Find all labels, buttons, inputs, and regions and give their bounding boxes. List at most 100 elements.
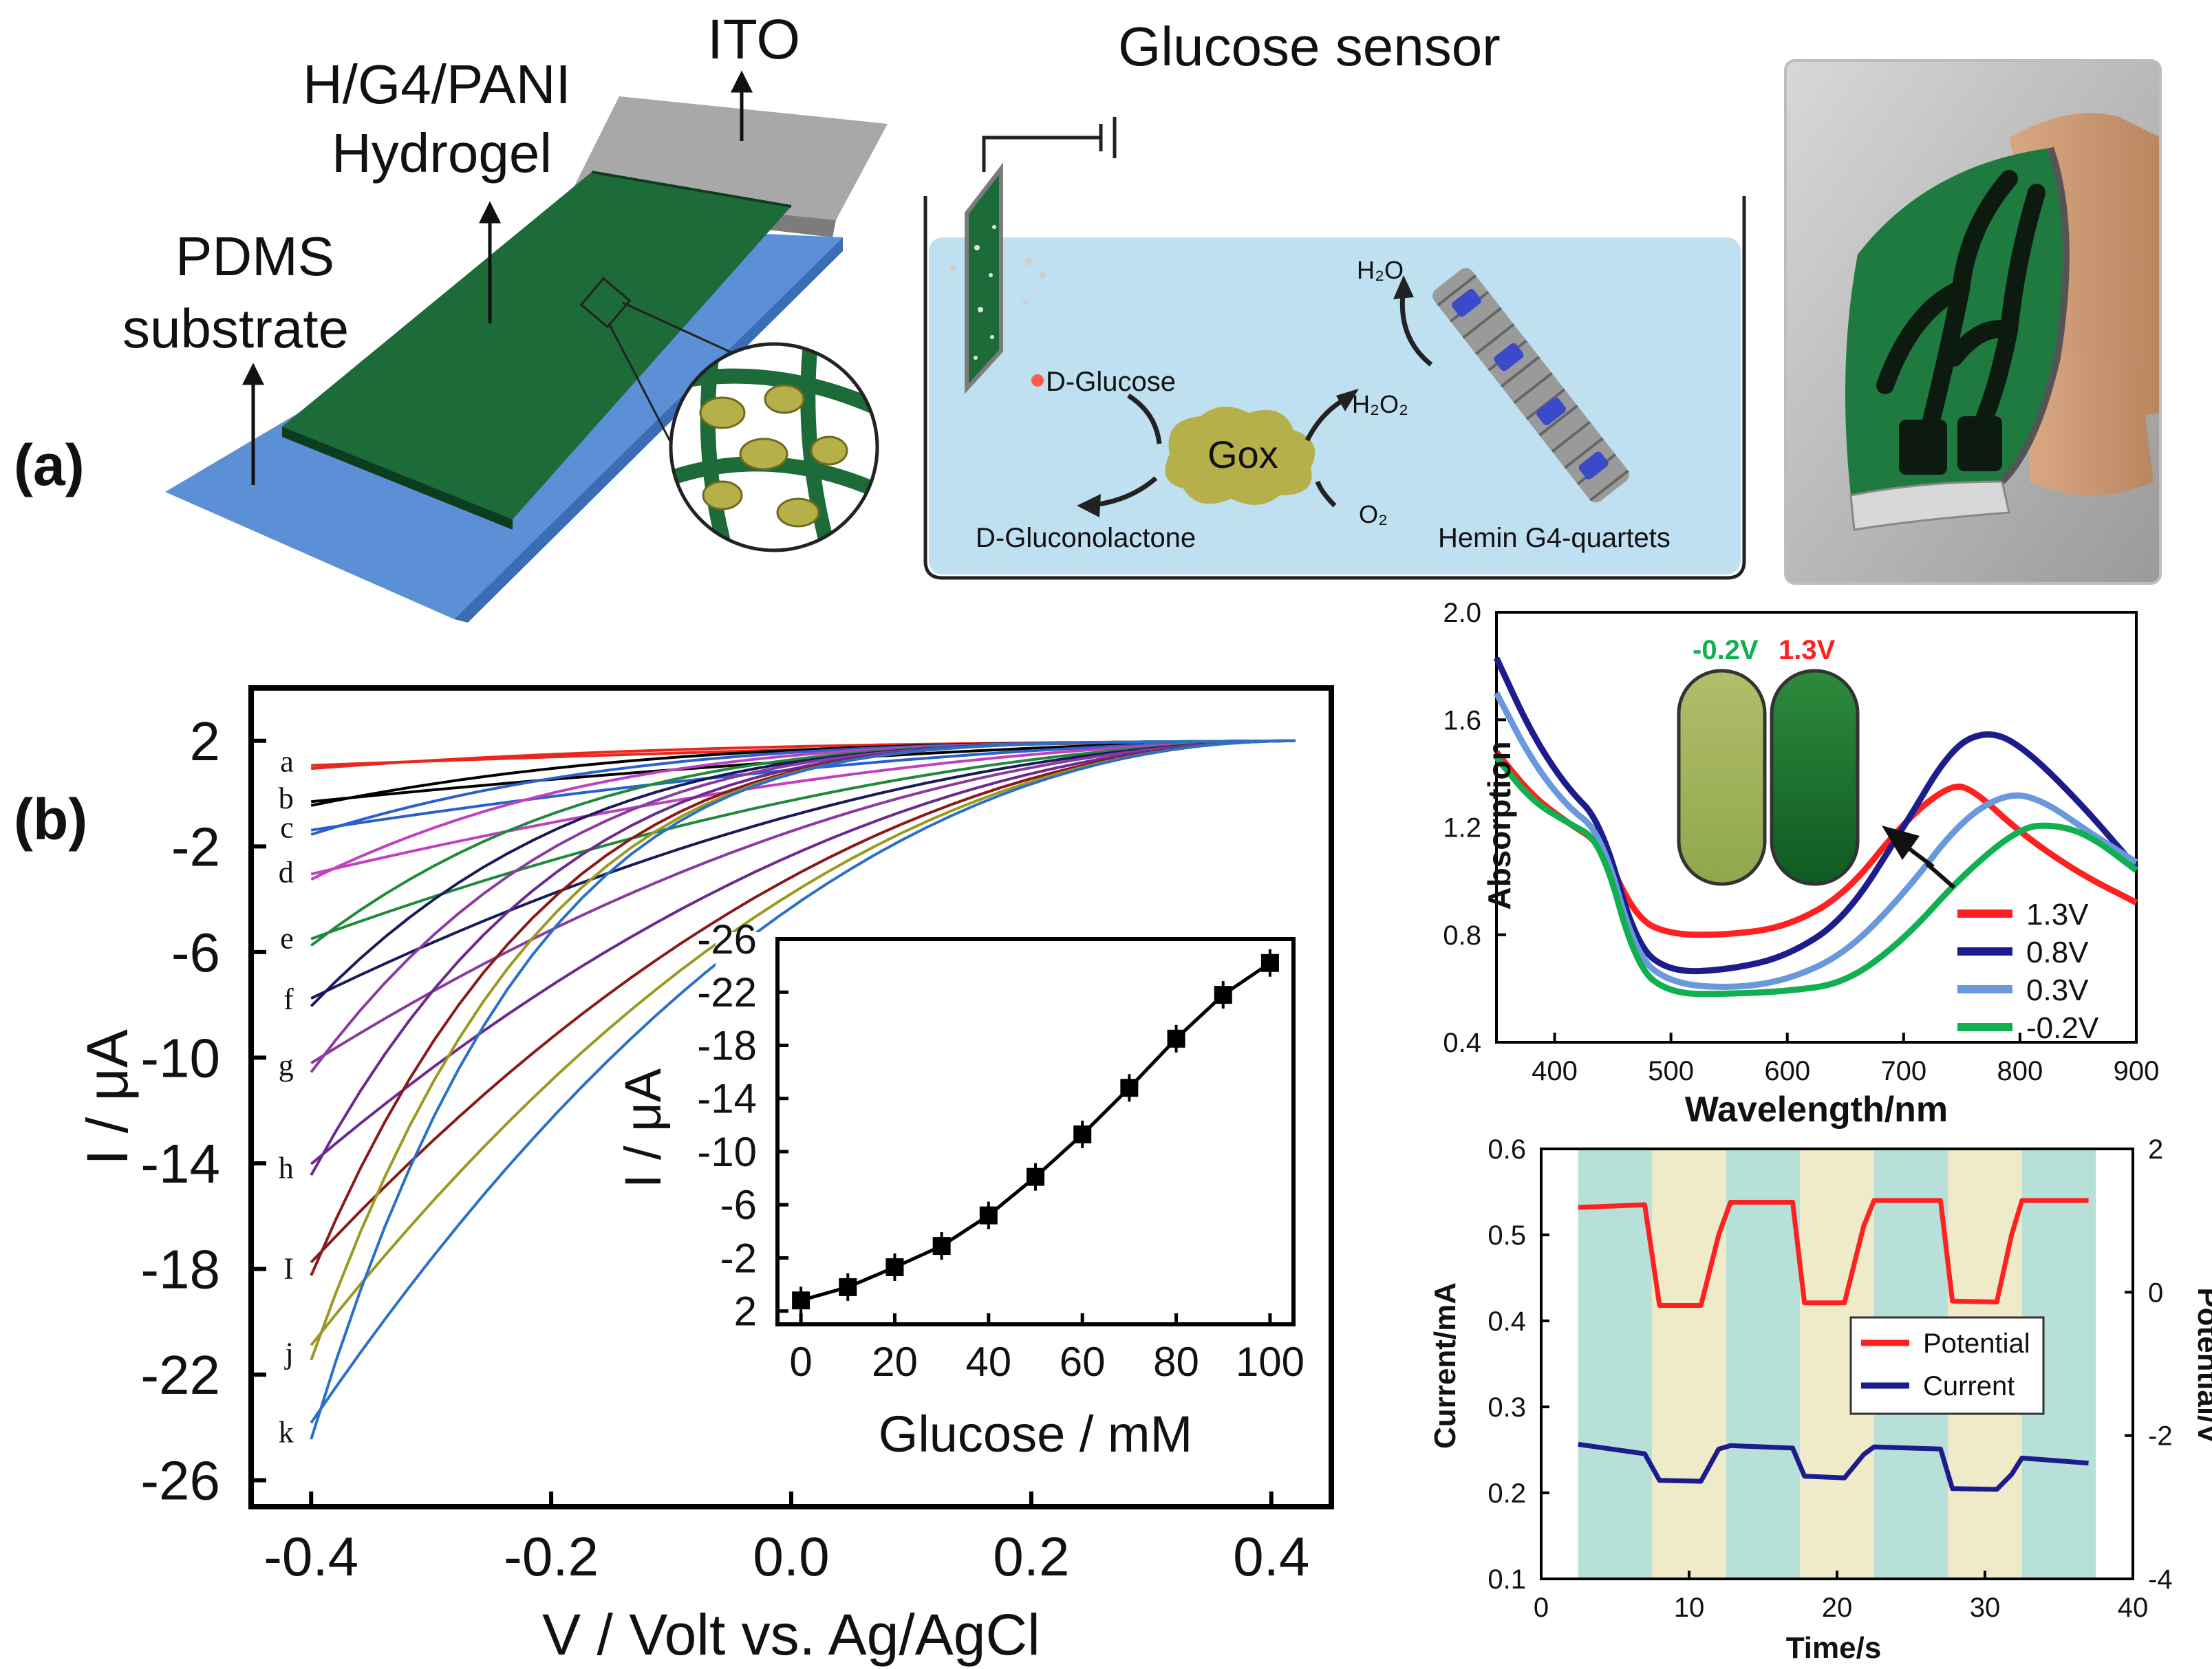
x-tick-label: 400	[1532, 1056, 1578, 1086]
y-tick-label: 0.4	[1443, 1028, 1481, 1058]
y-tick-label: -22	[140, 1344, 220, 1406]
x-tick-label: 80	[1153, 1339, 1199, 1385]
device-schematic: ITO H/G4/PANI Hydrogel PDMS substrate	[122, 8, 888, 623]
y-tick-label: -18	[140, 1239, 220, 1300]
panel-label-b: (b)	[14, 787, 87, 852]
cv-curve-label: k	[279, 1416, 294, 1450]
cv-curve-label: I	[283, 1252, 294, 1286]
sw-y-axis-label: Current/mA	[1428, 1282, 1462, 1449]
x-tick-label: -0.2	[504, 1526, 599, 1587]
inset-label-13: 1.3V	[1779, 635, 1836, 665]
cv-curve-k	[310, 739, 1296, 1440]
inset-x-axis-label: Glucose / mM	[879, 1406, 1192, 1463]
sw-legend-label: Potential	[1923, 1328, 2030, 1359]
gox-enzyme	[1165, 407, 1316, 505]
x-tick-label: 700	[1880, 1056, 1926, 1086]
cv-curve-label: f	[283, 982, 294, 1016]
y-right-tick-label: -4	[2148, 1564, 2173, 1595]
y-tick-label: -18	[697, 1022, 757, 1068]
panel-label-a: (a)	[14, 433, 85, 497]
y-tick-label: 0.3	[1488, 1392, 1526, 1423]
x-tick-label: 0.4	[1233, 1526, 1309, 1587]
abs-x-axis-label: Wavelength/nm	[1685, 1090, 1948, 1130]
x-tick-label: 0.2	[993, 1526, 1069, 1587]
inset-point	[1167, 1029, 1185, 1048]
inset-point	[885, 1258, 904, 1276]
inset-point	[979, 1206, 998, 1225]
cv-inset-chart: 0 20 40 60 80 100 -26-22-18-14-10-6-22 Glucos…	[614, 916, 1304, 1463]
x-tick-label: 0	[1534, 1593, 1549, 1623]
patch-oxidized	[1770, 669, 1860, 886]
x-tick-label: 20	[872, 1339, 918, 1385]
hemin-label: Hemin G4-quartets	[1438, 523, 1671, 553]
cv-curve-label: e	[280, 922, 294, 956]
switching-band	[1578, 1149, 1653, 1579]
y-tick-label: -10	[697, 1129, 757, 1175]
inset-y-axis-label: I / μA	[614, 1068, 672, 1188]
hydrogel-layer	[282, 172, 791, 519]
abs-series-0.3V	[1494, 691, 2138, 991]
hydrogel-label-line1: H/G4/PANI	[303, 54, 571, 115]
y-tick-label: -14	[697, 1076, 757, 1122]
cv-chart: -0.4 -0.2 0.0 0.2 0.4 2-2-6-10-14-18-22-26 a…	[75, 685, 1334, 1667]
abs-legend-label: 0.8V	[2026, 936, 2089, 969]
h2o-label: H₂O	[1357, 256, 1404, 284]
sw-legend-box	[1849, 1316, 2045, 1415]
beaker	[923, 196, 1746, 580]
abs-legend-label: 1.3V	[2026, 898, 2089, 932]
inset-point	[1073, 1125, 1092, 1143]
x-tick-label: -0.4	[264, 1526, 358, 1587]
ito-label: ITO	[707, 8, 800, 71]
gox-label: Gox	[1207, 433, 1278, 476]
x-tick-label: 600	[1764, 1056, 1810, 1086]
cv-curve-label: b	[279, 782, 294, 815]
y-tick-label: 0.8	[1443, 920, 1481, 951]
o2-label: O₂	[1359, 500, 1388, 528]
switching-band	[1652, 1149, 1726, 1579]
glucose-sensor-diagram: Glucose sensor D-Glucose Gox	[923, 16, 1746, 580]
y-tick-label: 1.2	[1443, 813, 1481, 843]
cv-curve-label: h	[279, 1152, 294, 1185]
y-right-tick-label: 0	[2148, 1278, 2163, 1308]
y-tick-label: -22	[697, 969, 757, 1015]
y-tick-label: -10	[140, 1027, 220, 1088]
y-tick-label: 1.6	[1443, 705, 1481, 735]
y-tick-label: 0.1	[1488, 1564, 1526, 1595]
inset-point	[792, 1291, 810, 1310]
x-tick-label: 0.0	[753, 1526, 829, 1587]
abs-series--0.2V	[1494, 755, 2138, 998]
y-tick-label: -14	[140, 1133, 220, 1194]
pdms-label-line1: PDMS	[175, 226, 334, 287]
switching-band	[1726, 1149, 1801, 1579]
abs-series-0.8V	[1493, 656, 2139, 975]
x-tick-label: 10	[1674, 1593, 1705, 1623]
absorption-chart: 400 500 600 700 800 900 0.4 0.8 1.2 1.6 2.0 -0.2V…	[1443, 598, 2159, 1130]
x-tick-label: 800	[1997, 1056, 2043, 1086]
x-tick-label: 60	[1060, 1339, 1106, 1385]
color-change-photos: -0.2V 1.3V	[1677, 635, 1955, 890]
inset-point	[839, 1278, 857, 1296]
sw-series-Potential	[1578, 1198, 2089, 1308]
x-tick-label: 40	[2118, 1593, 2149, 1623]
y-tick-label: -26	[697, 916, 757, 962]
y-tick-label: 0.5	[1488, 1220, 1526, 1251]
cv-y-axis-label: I / μA	[75, 1029, 140, 1165]
inset-point	[1214, 986, 1232, 1004]
d-glucose-label: D-Glucose	[1046, 367, 1176, 397]
y-tick-label: 0.2	[1488, 1478, 1526, 1509]
inset-label-neg02: -0.2V	[1693, 635, 1759, 665]
pdms-label-line2: substrate	[122, 298, 349, 359]
y-tick-label: -6	[171, 922, 220, 983]
h2o2-label: H₂O₂	[1352, 390, 1408, 418]
cv-curve-label: a	[280, 744, 294, 778]
x-tick-label: 0	[789, 1339, 812, 1385]
cv-curve-label: g	[279, 1048, 294, 1082]
x-tick-label: 40	[965, 1339, 1011, 1385]
x-tick-label: 100	[1236, 1339, 1304, 1385]
inset-point	[1120, 1079, 1139, 1097]
gluconolactone-label: D-Gluconolactone	[976, 523, 1196, 553]
inset-point	[932, 1237, 951, 1256]
inset-point	[1027, 1167, 1044, 1186]
y-tick-label: 2.0	[1443, 598, 1481, 628]
x-tick-label: 30	[1970, 1593, 2001, 1623]
